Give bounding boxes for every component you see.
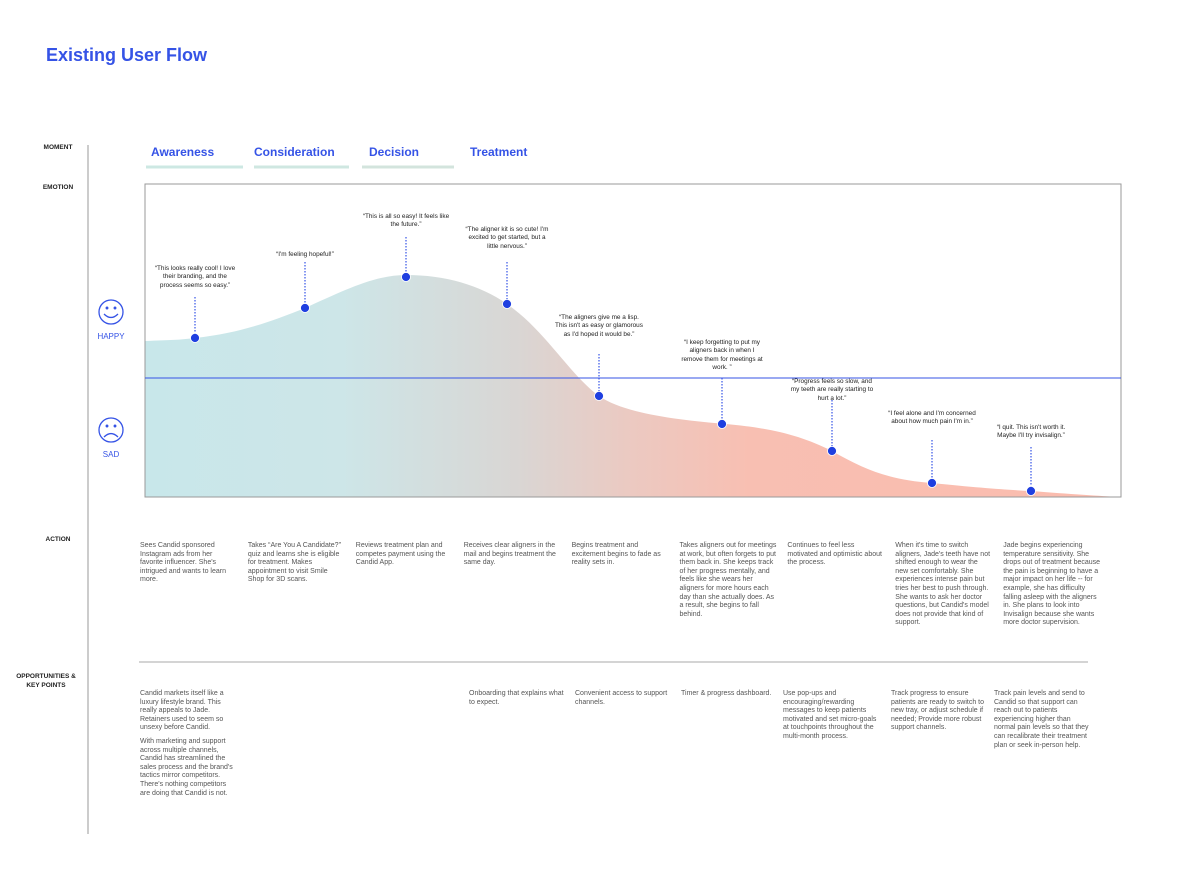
stage-label: Awareness xyxy=(151,145,215,159)
opportunity-text: With marketing and support across multip… xyxy=(140,737,233,797)
quote: “I keep forgetting to put my aligners ba… xyxy=(681,339,763,372)
action-text: Takes aligners out for meetings at work,… xyxy=(679,542,777,618)
row-label: EMOTION xyxy=(42,184,74,191)
action-text: Sees Candid sponsored Instagram ads from… xyxy=(140,542,226,584)
quote: “I feel alone and I'm concerned about ho… xyxy=(888,410,976,426)
emotion-point xyxy=(927,478,937,488)
opportunity-text: Use pop-ups and encouraging/rewarding me… xyxy=(783,690,877,740)
quote: “This is all so easy! It feels like the … xyxy=(362,213,450,229)
opportunity: Timer & progress dashboard. xyxy=(681,690,778,704)
opportunity: Track pain levels and send to Candid so … xyxy=(994,690,1091,755)
stage-label: Decision xyxy=(369,145,420,159)
stage-label: Consideration xyxy=(254,145,335,159)
happy-icon xyxy=(98,299,124,325)
emotion-label: SAD xyxy=(102,450,120,459)
emotion-point xyxy=(401,272,411,282)
opportunity-text: Convenient access to support channels. xyxy=(575,690,668,706)
emotion-point xyxy=(827,446,837,456)
opportunity: Use pop-ups and encouraging/rewarding me… xyxy=(783,690,880,747)
action-text: Begins treatment and excitement begins t… xyxy=(571,542,661,567)
quote: “I'm feeling hopeful!” xyxy=(276,251,334,258)
sad-icon xyxy=(98,417,124,443)
emotion-point xyxy=(190,333,200,343)
action-text: Receives clear aligners in the mail and … xyxy=(463,542,556,567)
action-text: Continues to feel less motivated and opt… xyxy=(787,542,882,567)
opportunity-text: Track pain levels and send to Candid so … xyxy=(994,690,1089,749)
emotion-label: HAPPY xyxy=(97,332,125,341)
action-text: When it's time to switch aligners, Jade'… xyxy=(895,542,991,627)
quote: “Progress feels so slow, and my teeth ar… xyxy=(790,378,874,402)
opportunity: Onboarding that explains what to expect. xyxy=(469,690,566,712)
opportunity-text: Track progress to ensure patients are re… xyxy=(891,690,984,732)
opportunity: Convenient access to support channels. xyxy=(575,690,672,712)
quote: “I quit. This isn't worth it. Maybe I'll… xyxy=(996,424,1066,440)
quote: “The aligners give me a lisp. This isn't… xyxy=(555,314,643,338)
opportunity-text: Candid markets itself like a luxury life… xyxy=(140,690,224,732)
stage-label: Treatment xyxy=(470,145,528,159)
emotion-point xyxy=(1026,486,1036,496)
emotion-area xyxy=(145,275,1121,497)
emotion-point xyxy=(300,303,310,313)
emotion-point xyxy=(594,391,604,401)
opportunity-text: Timer & progress dashboard. xyxy=(681,690,772,697)
row-label: ACTION xyxy=(45,536,71,543)
row-label: MOMENT xyxy=(43,144,73,151)
opportunity-text: Onboarding that explains what to expect. xyxy=(469,690,564,706)
emotion-point xyxy=(502,299,512,309)
row-label: OPPORTUNITIES & KEY POINTS xyxy=(16,673,76,689)
action-text: Jade begins experiencing temperature sen… xyxy=(1003,542,1101,627)
quote: “The aligner kit is so cute! I'm excited… xyxy=(465,226,549,250)
page-title: Existing User Flow xyxy=(46,45,208,65)
opportunity: Candid markets itself like a luxury life… xyxy=(140,690,237,803)
emotion-point xyxy=(717,419,727,429)
action-text: Takes “Are You A Candidate?” quiz and le… xyxy=(247,542,341,584)
emotion-frame xyxy=(144,183,1122,498)
opportunity: Track progress to ensure patients are re… xyxy=(891,690,988,738)
quote: “This looks really cool! I love their br… xyxy=(154,265,236,289)
action-text: Reviews treatment plan and competes paym… xyxy=(355,542,446,567)
